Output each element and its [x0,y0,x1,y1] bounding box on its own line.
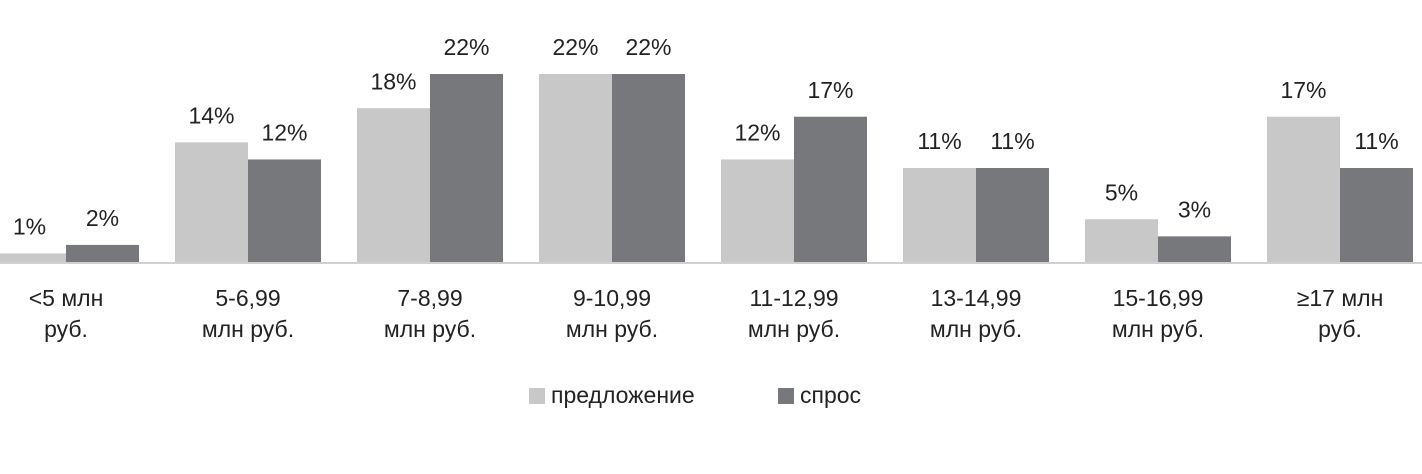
legend-label: предложение [551,382,695,408]
bar [1085,219,1158,262]
bar [1267,116,1340,263]
x-tick-label: 9-10,99 млн руб. [566,285,658,342]
x-tick-label: 11-12,99 млн руб. [748,285,840,342]
value-label: 3% [1178,196,1211,222]
value-label: 22% [443,34,489,60]
bar [794,116,867,263]
x-tick-label: 5-6,99 млн руб. [202,285,294,342]
value-label: 1% [13,214,46,240]
value-label: 18% [370,68,416,94]
bar [175,142,248,262]
legend-swatch [778,388,794,404]
x-tick-label: 13-14,99 млн руб. [930,285,1022,342]
value-label: 14% [188,102,234,128]
x-tick-label: <5 млн руб. [29,285,104,342]
value-label: 12% [734,120,780,146]
bar [357,108,430,262]
value-label: 11% [1354,128,1398,154]
bar [1340,168,1413,262]
bar [903,168,976,262]
bar [976,168,1049,262]
value-label: 17% [1280,77,1326,103]
bar [66,244,139,262]
x-tick-label: ≥17 млн руб. [1297,285,1384,342]
value-label: 22% [625,34,671,60]
value-label: 5% [1105,179,1138,205]
value-label: 22% [552,34,598,60]
bar [721,159,794,262]
bar [539,74,612,262]
value-label: 12% [261,120,307,146]
x-tick-label: 7-8,99 млн руб. [384,285,476,342]
bar [430,74,503,262]
value-label: 11% [917,128,961,154]
value-label: 17% [807,77,853,103]
x-tick-label: 15-16,99 млн руб. [1112,285,1204,342]
legend-label: спрос [800,382,861,408]
bar [0,253,66,262]
legend-swatch [529,388,545,404]
bar [612,74,685,262]
bar [248,159,321,262]
value-label: 11% [990,128,1034,154]
value-label: 2% [86,205,119,231]
bar [1158,236,1231,262]
